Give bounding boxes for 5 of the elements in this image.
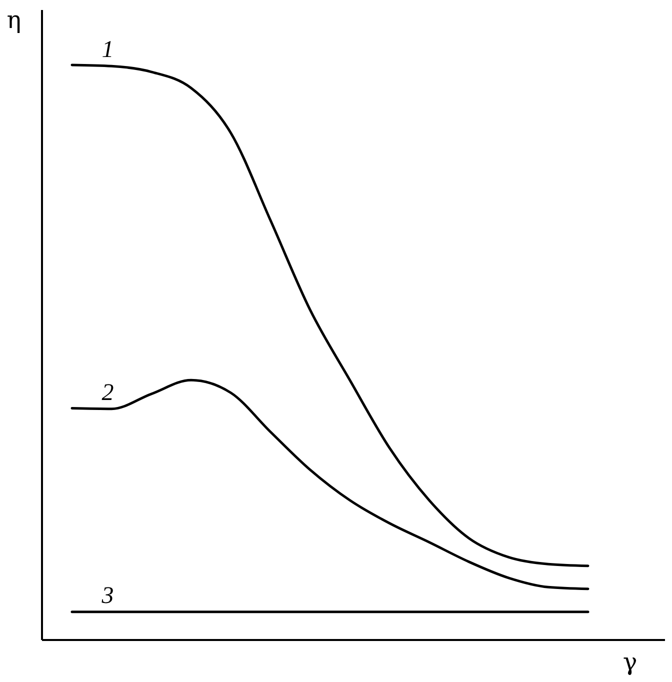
- series-label: 1: [102, 37, 114, 64]
- series-label: 2: [102, 380, 114, 406]
- series-label: 3: [100, 582, 114, 609]
- x-axis-title: γ: [622, 648, 638, 676]
- y-axis-title: η: [6, 6, 22, 34]
